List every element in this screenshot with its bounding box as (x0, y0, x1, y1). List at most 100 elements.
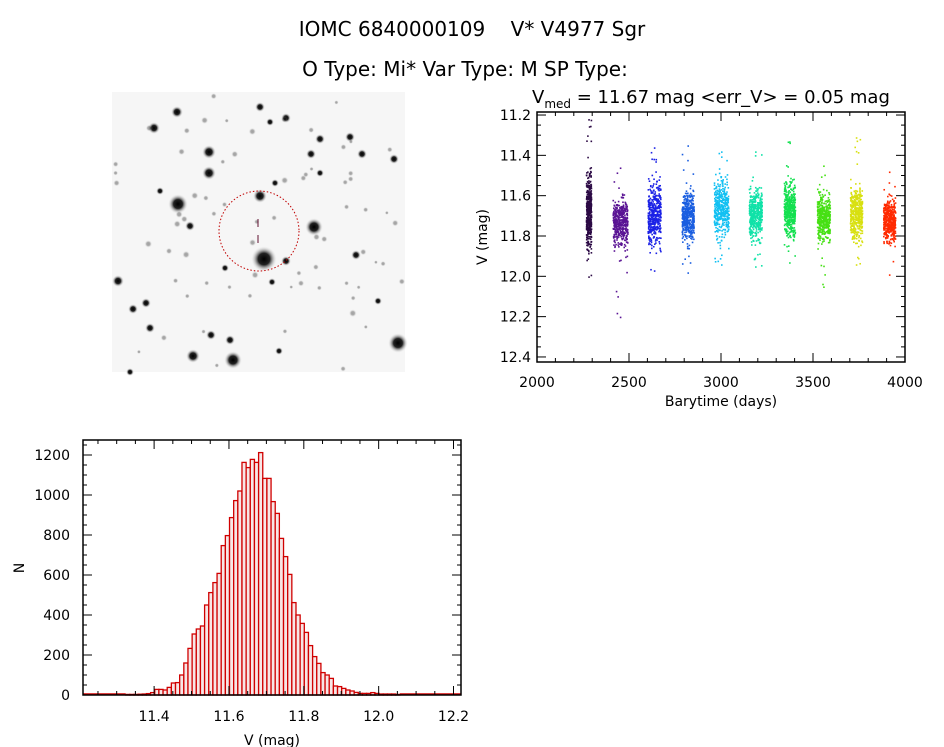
lc-point (718, 223, 721, 226)
lc-point (861, 220, 863, 222)
lc-point (619, 213, 621, 216)
lc-point (821, 212, 823, 215)
lc-point (689, 207, 691, 209)
lc-point (620, 206, 623, 209)
lc-point (728, 210, 730, 212)
lc-point (653, 232, 655, 234)
lc-point (793, 233, 796, 236)
lc-point (725, 212, 727, 215)
lc-point (784, 223, 787, 226)
lc-point (759, 218, 762, 221)
lc-point (759, 225, 761, 227)
lc-point (655, 202, 658, 205)
lc-point (586, 210, 588, 212)
lc-point (893, 240, 895, 243)
lc-point (685, 227, 687, 230)
lc-point (691, 233, 693, 235)
lc-point (588, 193, 590, 196)
lc-point (794, 214, 796, 217)
lc-point (648, 243, 650, 246)
lc-point (621, 208, 624, 211)
lc-point (658, 196, 661, 198)
lc-point (693, 227, 695, 230)
lc-point (755, 193, 757, 196)
lc-point (892, 232, 895, 235)
lc-point (688, 235, 690, 237)
lc-point (650, 225, 652, 228)
lc-point (716, 202, 718, 204)
lc-point (755, 227, 757, 229)
lc-point (652, 229, 654, 232)
lc-point (761, 198, 763, 201)
lc-point (882, 208, 885, 210)
lc-point (586, 193, 589, 196)
lc-point (660, 198, 662, 201)
lc-point (825, 210, 828, 212)
lc-point (590, 235, 593, 238)
lc-point (789, 206, 792, 208)
lc-point (714, 212, 717, 215)
lc-point (855, 221, 857, 224)
lc-point (752, 222, 755, 225)
lc-point (751, 215, 754, 218)
lc-point (690, 230, 693, 232)
lc-point (792, 234, 795, 237)
lc-point (750, 220, 753, 223)
lc-point (620, 232, 623, 234)
faint-star (343, 280, 350, 286)
star (186, 349, 200, 363)
faint-star (145, 124, 153, 132)
lc-point (715, 203, 717, 206)
lc-point (686, 203, 689, 206)
lc-point (855, 137, 858, 139)
lc-point (586, 216, 589, 218)
lc-point (757, 202, 760, 204)
lc-point (722, 192, 725, 195)
lc-point (586, 186, 588, 188)
lc-point (824, 217, 826, 220)
lc-point (754, 205, 757, 208)
lc-point (755, 232, 758, 235)
lc-point (586, 206, 588, 209)
lc-point (615, 230, 618, 233)
lc-point (786, 201, 789, 204)
lc-point (654, 232, 657, 235)
lc-point (790, 188, 792, 191)
lc-point (622, 225, 624, 227)
lc-point (587, 240, 589, 243)
lc-point (826, 189, 828, 192)
lc-point (855, 234, 858, 236)
lc-point (648, 235, 650, 238)
lc-point (647, 216, 650, 219)
histogram-plot: 11.4 11.6 11.8 12.0 12.202004006008001000120… (34, 439, 469, 725)
lc-point (726, 181, 728, 184)
lc-point (859, 221, 862, 224)
lc-point (894, 202, 897, 204)
lc-point (894, 230, 897, 233)
lc-point (828, 214, 831, 217)
lc-point (820, 220, 823, 223)
lc-point (756, 223, 758, 226)
lc-point (587, 135, 589, 137)
lc-point (793, 229, 795, 232)
lc-point (818, 217, 820, 220)
lc-point (791, 229, 794, 232)
lc-point (688, 219, 691, 222)
lc-point (893, 207, 896, 209)
lc-point (859, 204, 861, 207)
lc-point (817, 210, 819, 213)
lc-point (887, 223, 890, 226)
lc-point (720, 180, 723, 182)
lc-point (588, 196, 590, 198)
lc-point (720, 194, 723, 196)
lc-point (616, 208, 618, 210)
lc-point (758, 221, 761, 224)
lc-point (886, 203, 888, 206)
lc-x-tick-label: 4000 (887, 375, 923, 391)
hist-x-tick-label: 11.8 (288, 709, 319, 725)
lc-point (753, 211, 755, 214)
lc-point (719, 218, 722, 220)
lc-point (653, 225, 656, 228)
lc-point (791, 222, 794, 225)
lc-point (587, 226, 590, 229)
